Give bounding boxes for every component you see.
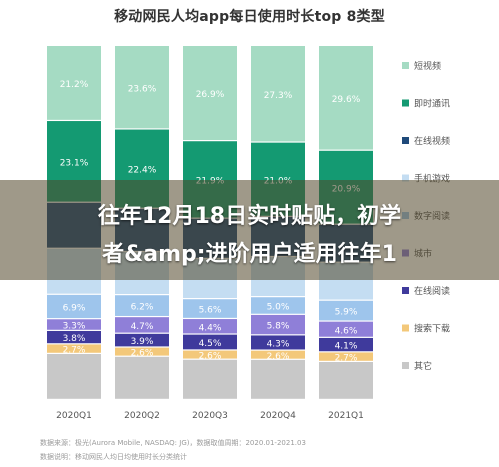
legend-swatch-6 xyxy=(402,287,409,294)
x-tick-label-2020Q3: 2020Q3 xyxy=(192,411,228,421)
data-label-2021Q1-1: 2.7% xyxy=(335,354,358,364)
bar-segment-2020Q2-2 xyxy=(115,333,169,347)
bar-segment-2021Q1-3 xyxy=(319,321,373,337)
bar-segment-2020Q2-4 xyxy=(115,295,169,316)
bar-segment-2020Q4-0 xyxy=(251,359,305,399)
legend-label-2: 在线视频 xyxy=(414,135,450,147)
data-label-2020Q1-7: 23.1% xyxy=(60,158,89,168)
bar-segment-2020Q2-1 xyxy=(115,347,169,356)
data-label-2020Q4-1: 2.6% xyxy=(267,352,290,362)
legend-label-6: 在线阅读 xyxy=(414,285,450,297)
legend-swatch-8 xyxy=(402,362,409,369)
bar-segment-2021Q1-0 xyxy=(319,362,373,399)
data-label-2020Q3-2: 4.5% xyxy=(199,339,222,349)
bar-segment-2021Q1-8 xyxy=(319,46,373,150)
bar-segment-2020Q4-3 xyxy=(251,314,305,335)
overlay-text-line-1: 往年12月18日实时贴贴，初学 xyxy=(97,204,402,229)
data-label-2021Q1-8: 29.6% xyxy=(332,95,361,105)
data-label-2020Q2-2: 3.9% xyxy=(131,337,154,347)
data-label-2020Q4-8: 27.3% xyxy=(264,91,293,101)
data-label-2020Q2-8: 23.6% xyxy=(128,84,157,94)
data-label-2020Q1-4: 6.9% xyxy=(63,304,86,314)
bar-segment-2020Q2-3 xyxy=(115,317,169,333)
data-label-2020Q4-2: 4.3% xyxy=(267,340,290,350)
bar-segment-2020Q3-4 xyxy=(183,299,237,318)
legend-swatch-1 xyxy=(402,99,409,107)
data-label-2020Q3-3: 4.4% xyxy=(199,323,222,333)
data-label-2020Q1-1: 2.7% xyxy=(63,346,86,356)
bar-segment-2020Q3-2 xyxy=(183,334,237,350)
bar-segment-2021Q1-4 xyxy=(319,300,373,321)
legend-swatch-0 xyxy=(402,62,409,69)
data-label-2020Q4-4: 5.0% xyxy=(267,303,290,313)
bar-segment-2020Q1-4 xyxy=(47,294,101,319)
x-tick-label-2021Q1: 2021Q1 xyxy=(328,411,364,421)
bar-segment-2020Q3-0 xyxy=(183,359,237,399)
bar-segment-2020Q1-8 xyxy=(47,46,101,120)
data-label-2020Q2-3: 4.7% xyxy=(131,322,154,332)
legend-swatch-2 xyxy=(402,137,409,144)
bar-segment-2020Q4-1 xyxy=(251,350,305,359)
bar-segment-2020Q1-2 xyxy=(47,330,101,344)
bar-segment-2020Q3-1 xyxy=(183,350,237,359)
bar-segment-2020Q2-8 xyxy=(115,46,169,129)
data-label-2020Q4-3: 5.8% xyxy=(267,322,290,332)
bar-segment-2020Q2-0 xyxy=(115,356,169,399)
legend-label-7: 搜索下载 xyxy=(414,323,450,335)
data-label-2020Q1-3: 3.3% xyxy=(63,322,86,332)
data-label-2020Q3-4: 5.6% xyxy=(199,306,222,316)
data-label-2020Q3-8: 26.9% xyxy=(196,90,225,100)
data-label-2020Q1-2: 3.8% xyxy=(63,334,86,344)
source-note-2: 数据说明：移动网民人均日均使用时长分类统计 xyxy=(40,453,187,461)
data-label-2020Q2-4: 6.2% xyxy=(131,303,154,313)
overlay-banner xyxy=(0,180,499,280)
bar-segment-2020Q1-0 xyxy=(47,353,101,399)
bar-segment-2020Q3-3 xyxy=(183,319,237,334)
chart-title: 移动网民人均app每日使用时长top 8类型 xyxy=(114,9,385,25)
x-axis: 2020Q1 2020Q2 2020Q3 2020Q4 2021Q1 xyxy=(56,411,364,421)
x-tick-label-2020Q4: 2020Q4 xyxy=(260,411,296,421)
data-label-2021Q1-4: 5.9% xyxy=(335,308,358,318)
bar-segment-2020Q1-3 xyxy=(47,319,101,330)
bar-segment-2020Q1-1 xyxy=(47,344,101,353)
bar-segment-2020Q4-2 xyxy=(251,335,305,350)
data-label-2020Q2-1: 2.6% xyxy=(131,349,154,359)
bar-segment-2020Q3-8 xyxy=(183,46,237,141)
data-label-2021Q1-3: 4.6% xyxy=(335,326,358,336)
x-tick-label-2020Q2: 2020Q2 xyxy=(124,411,160,421)
bar-segment-2020Q4-8 xyxy=(251,46,305,142)
data-label-2020Q2-7: 22.4% xyxy=(128,166,157,176)
overlay-text-line-2: 者&amp;进阶用户适用往年1 xyxy=(102,242,397,267)
source-note: 数据来源：极光(Aurora Mobile, NASDAQ: JG)，数据取值周… xyxy=(40,439,306,447)
legend-label-8: 其它 xyxy=(414,360,432,372)
legend-label-0: 短视频 xyxy=(414,60,441,72)
x-tick-label-2020Q1: 2020Q1 xyxy=(56,411,92,421)
bar-segment-2021Q1-1 xyxy=(319,352,373,361)
legend-swatch-3 xyxy=(402,174,409,182)
legend-swatch-7 xyxy=(402,324,409,332)
data-label-2020Q1-8: 21.2% xyxy=(60,80,89,90)
data-label-2020Q3-1: 2.6% xyxy=(199,352,222,362)
data-label-2021Q1-2: 4.1% xyxy=(335,342,358,352)
legend-label-1: 即时通讯 xyxy=(414,98,450,110)
bar-segment-2020Q4-4 xyxy=(251,297,305,314)
bar-segment-2021Q1-2 xyxy=(319,337,373,352)
